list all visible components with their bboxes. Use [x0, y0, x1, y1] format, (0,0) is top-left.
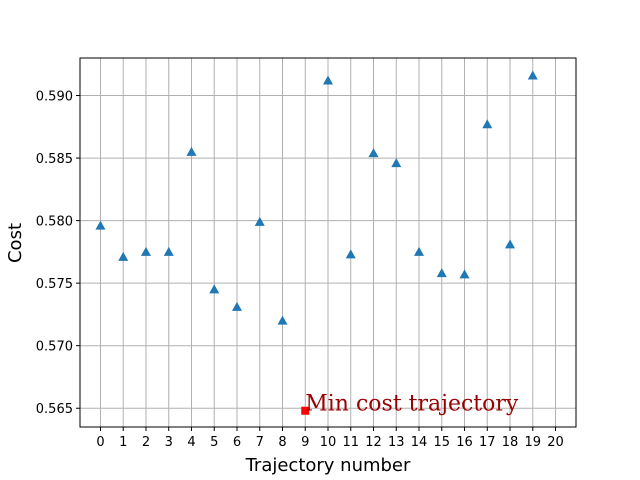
- min-cost-highlight: [301, 406, 310, 415]
- data-point-triangle: [254, 216, 265, 226]
- y-tick-label: 0.580: [36, 215, 73, 230]
- data-point-triangle: [231, 301, 242, 311]
- y-axis-label: Cost: [5, 223, 26, 263]
- x-tick-label: 1: [119, 435, 127, 450]
- data-point-triangle: [414, 246, 425, 256]
- x-tick-label: 7: [256, 435, 264, 450]
- data-point-triangle: [277, 315, 288, 325]
- y-axis-ticks: 0.565 0.570 0.575 0.580 0.585 0.590: [36, 90, 80, 417]
- y-tick-label: 0.590: [36, 90, 73, 105]
- data-point-triangle: [368, 148, 379, 158]
- annotation-min-cost: Min cost trajectory: [305, 392, 519, 417]
- y-tick-label: 0.570: [36, 340, 73, 355]
- x-tick-label: 13: [388, 435, 405, 450]
- data-point-triangle: [323, 75, 333, 85]
- x-tick-label: 11: [342, 435, 359, 450]
- x-tick-label: 20: [547, 435, 564, 450]
- data-point-triangle: [436, 268, 447, 278]
- data-point-triangle: [345, 249, 356, 259]
- grid-lines: [80, 58, 576, 427]
- data-point-triangle: [95, 220, 106, 230]
- x-tick-label: 17: [479, 435, 496, 450]
- min-cost-point: [301, 406, 310, 415]
- x-axis-label: Trajectory number: [245, 455, 411, 476]
- y-tick-label: 0.585: [36, 152, 73, 167]
- x-tick-label: 4: [187, 435, 195, 450]
- data-point-triangle: [527, 70, 538, 80]
- y-tick-label: 0.575: [36, 277, 73, 292]
- x-tick-label: 6: [233, 435, 241, 450]
- x-tick-label: 5: [210, 435, 218, 450]
- data-point-triangle: [482, 119, 493, 129]
- x-tick-label: 18: [502, 435, 519, 450]
- data-point-triangle: [505, 239, 516, 249]
- x-tick-label: 19: [524, 435, 541, 450]
- data-point-triangle: [186, 146, 197, 156]
- x-tick-label: 15: [433, 435, 450, 450]
- x-tick-label: 8: [278, 435, 286, 450]
- x-tick-label: 12: [365, 435, 382, 450]
- data-point-triangle: [163, 246, 174, 256]
- x-tick-label: 14: [411, 435, 428, 450]
- y-tick-label: 0.565: [36, 402, 73, 417]
- data-series: [95, 70, 538, 325]
- x-tick-label: 9: [301, 435, 309, 450]
- x-tick-label: 16: [456, 435, 473, 450]
- x-tick-label: 0: [96, 435, 104, 450]
- x-axis-ticks: 0 1 2 3 4 5 6 7 8 9 10 11 12 13 14 15 16 17 18 19 20: [96, 427, 564, 450]
- x-tick-label: 3: [165, 435, 173, 450]
- data-point-triangle: [118, 251, 129, 261]
- x-tick-label: 2: [142, 435, 150, 450]
- data-point-triangle: [209, 284, 220, 294]
- data-point-triangle: [459, 269, 470, 279]
- data-point-triangle: [391, 158, 402, 168]
- data-point-triangle: [140, 246, 151, 256]
- x-tick-label: 10: [320, 435, 337, 450]
